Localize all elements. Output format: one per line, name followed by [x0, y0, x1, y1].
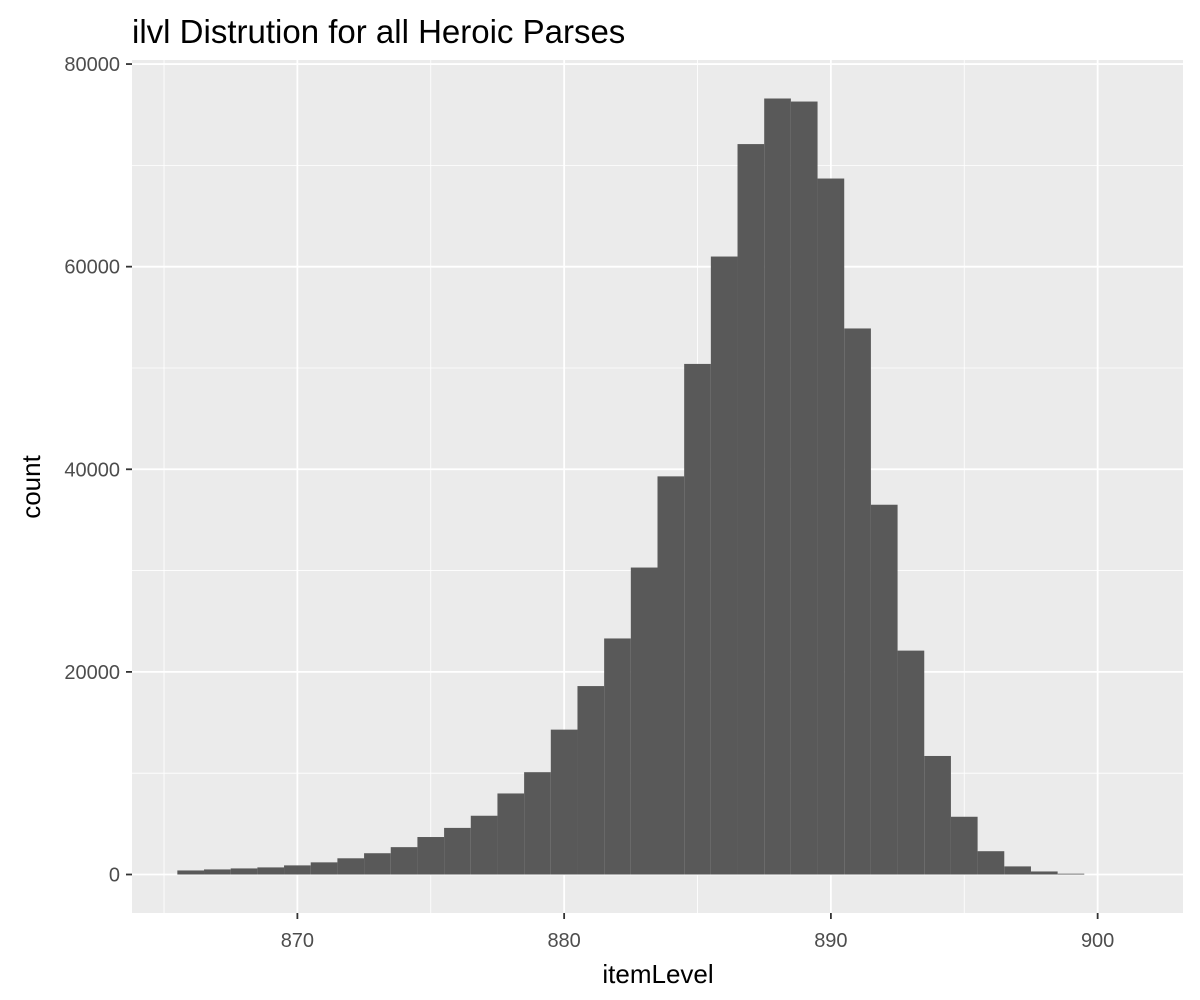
histogram-bar: [844, 328, 871, 875]
histogram-bar: [1004, 866, 1031, 875]
histogram-bar: [790, 101, 818, 875]
y-tick-label: 0: [109, 865, 120, 887]
y-axis: 0 20000 40000 60000 80000: [64, 54, 132, 887]
y-tick-label: 80000: [64, 54, 120, 76]
histogram-bar: [764, 98, 791, 875]
histogram-bar: [337, 858, 365, 875]
histogram-bar: [524, 772, 551, 875]
x-tick-label: 890: [814, 930, 847, 952]
histogram-bars: [177, 98, 1085, 875]
histogram-bar: [284, 865, 311, 875]
histogram-bar: [604, 638, 631, 875]
histogram-bar: [230, 868, 258, 875]
histogram-bar: [737, 144, 765, 875]
histogram-bar: [684, 363, 711, 875]
histogram-bar: [497, 793, 525, 875]
chart-title: ilvl Distrution for all Heroic Parses: [132, 13, 625, 50]
histogram-bar: [204, 869, 231, 875]
x-tick-label: 900: [1081, 930, 1114, 952]
histogram-bar: [444, 827, 471, 875]
histogram-bar: [977, 851, 1005, 875]
histogram-bar: [1030, 871, 1058, 875]
x-axis: 870 880 890 900: [281, 913, 1114, 952]
histogram-bar: [950, 816, 978, 875]
histogram-bar: [470, 815, 498, 875]
histogram-bar: [924, 755, 951, 875]
histogram-bar: [390, 847, 418, 875]
histogram-bar: [310, 862, 338, 875]
histogram-bar: [657, 476, 685, 875]
x-axis-title: itemLevel: [602, 959, 713, 989]
histogram-bar: [417, 837, 445, 875]
histogram-bar: [710, 256, 738, 875]
histogram-bar: [817, 178, 845, 875]
histogram-bar: [577, 686, 605, 875]
x-tick-label: 880: [547, 930, 580, 952]
histogram-bar: [630, 567, 658, 875]
histogram-bar: [364, 853, 391, 875]
y-axis-title: count: [16, 454, 46, 518]
x-tick-label: 870: [281, 930, 314, 952]
histogram-bar: [550, 729, 578, 875]
histogram-bar: [1057, 873, 1085, 875]
y-tick-label: 40000: [64, 459, 120, 481]
y-tick-label: 20000: [64, 662, 120, 684]
histogram-bar: [897, 650, 925, 875]
histogram-bar: [870, 504, 898, 875]
histogram-bar: [257, 867, 285, 875]
histogram-bar: [177, 870, 205, 875]
y-tick-label: 60000: [64, 257, 120, 279]
